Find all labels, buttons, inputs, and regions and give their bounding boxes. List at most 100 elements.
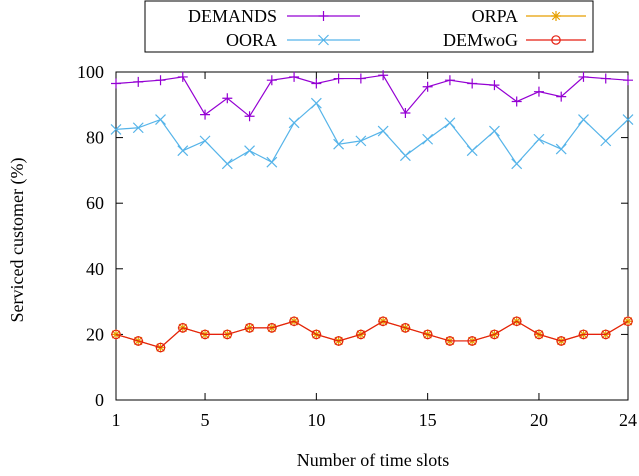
data-point-demwog [623,316,633,327]
x-tick-label: 1 [112,410,121,430]
data-point-demands [133,76,144,87]
series-demwog [111,316,633,353]
series-line-demands [115,74,629,118]
data-point-oora [355,135,367,147]
data-point-demwog [111,329,121,340]
data-point-demwog [467,336,477,346]
data-point-oora [244,145,255,157]
data-point-oora [199,135,211,147]
data-point-demwog [222,329,233,340]
data-point-oora [600,135,612,147]
data-point-demwog [356,329,366,340]
data-point-demwog [267,323,277,333]
data-point-demands [422,81,433,92]
data-point-demwog [556,336,567,346]
data-point-demwog [177,323,188,333]
legend-label-oora: OORA [226,30,277,50]
y-tick-label: 40 [86,259,104,279]
data-point-demands [155,75,166,86]
data-point-oora [266,156,278,168]
data-point-oora [622,114,634,125]
data-point-demands [378,70,389,81]
data-point-demwog [311,329,322,340]
series-orpa [111,316,633,353]
x-tick-label: 10 [307,410,325,430]
data-point-demwog [378,316,388,327]
data-point-demands [222,93,233,104]
data-point-demwog [155,342,166,353]
data-point-demwog [289,316,299,327]
data-point-demwog [244,323,255,333]
data-point-oora [578,114,589,125]
data-point-demands [177,71,188,82]
data-point-demwog [333,336,344,346]
data-point-demands [289,71,300,82]
series-demands [111,70,633,122]
legend-marker-demwog [551,35,561,45]
data-point-demands [623,75,633,86]
data-point-demands [311,78,322,89]
data-point-demwog [511,316,522,327]
data-point-demands [556,91,567,102]
legend-label-demands: DEMANDS [188,6,277,26]
data-point-oora [221,158,233,170]
data-point-oora [489,125,500,137]
data-point-oora [399,150,411,162]
data-point-oora [377,125,389,137]
data-point-demands [200,109,211,120]
series-line-demwog [115,320,629,349]
data-point-oora [555,143,567,155]
x-tick-label: 5 [201,410,210,430]
x-tick-label: 15 [419,410,437,430]
data-point-demands [578,71,589,82]
plot-frame [115,71,629,401]
data-point-demands [333,73,344,84]
legend-marker-demands [318,11,329,21]
data-point-demands [511,96,522,107]
data-point-oora [533,133,545,145]
legend-label-orpa: ORPA [472,6,518,26]
data-point-oora [511,158,523,170]
data-point-demands [111,78,121,89]
x-tick-label: 20 [530,410,548,430]
data-point-oora [444,117,456,129]
data-point-demwog [600,329,611,340]
series-line-orpa [115,320,629,349]
x-axis-label: Number of time slots [297,450,449,470]
data-point-demwog [534,329,544,340]
data-point-oora [310,97,322,109]
legend: DEMANDS OORA ORPA DEMwoG [144,0,594,53]
data-point-oora [132,122,144,134]
data-point-oora [333,138,345,150]
data-point-demands [489,80,500,91]
data-point-demands [355,73,366,84]
data-point-demwog [422,329,433,340]
data-point-oora [422,133,434,145]
y-tick-label: 80 [86,128,104,148]
y-tick-label: 60 [86,193,104,213]
data-point-demwog [200,329,210,340]
y-tick-label: 20 [86,324,104,344]
x-tick-label: 24 [619,410,637,430]
legend-label-demwog: DEMwoG [443,30,518,50]
data-point-demands [467,78,478,89]
series-oora [110,97,634,170]
data-point-demwog [445,336,455,346]
data-point-demwog [578,329,589,340]
data-point-demands [600,73,611,84]
y-tick-label: 0 [95,390,104,410]
legend-marker-orpa [551,11,561,21]
data-point-demwog [133,336,144,346]
data-point-demands [244,111,255,122]
data-point-demwog [400,323,411,333]
data-point-demands [266,75,277,86]
data-point-oora [177,145,189,157]
y-tick-label: 100 [77,62,104,82]
data-point-oora [155,114,166,125]
data-point-demands [444,75,455,86]
legend-box [144,0,594,53]
data-point-demwog [489,329,500,340]
data-point-oora [110,123,122,135]
